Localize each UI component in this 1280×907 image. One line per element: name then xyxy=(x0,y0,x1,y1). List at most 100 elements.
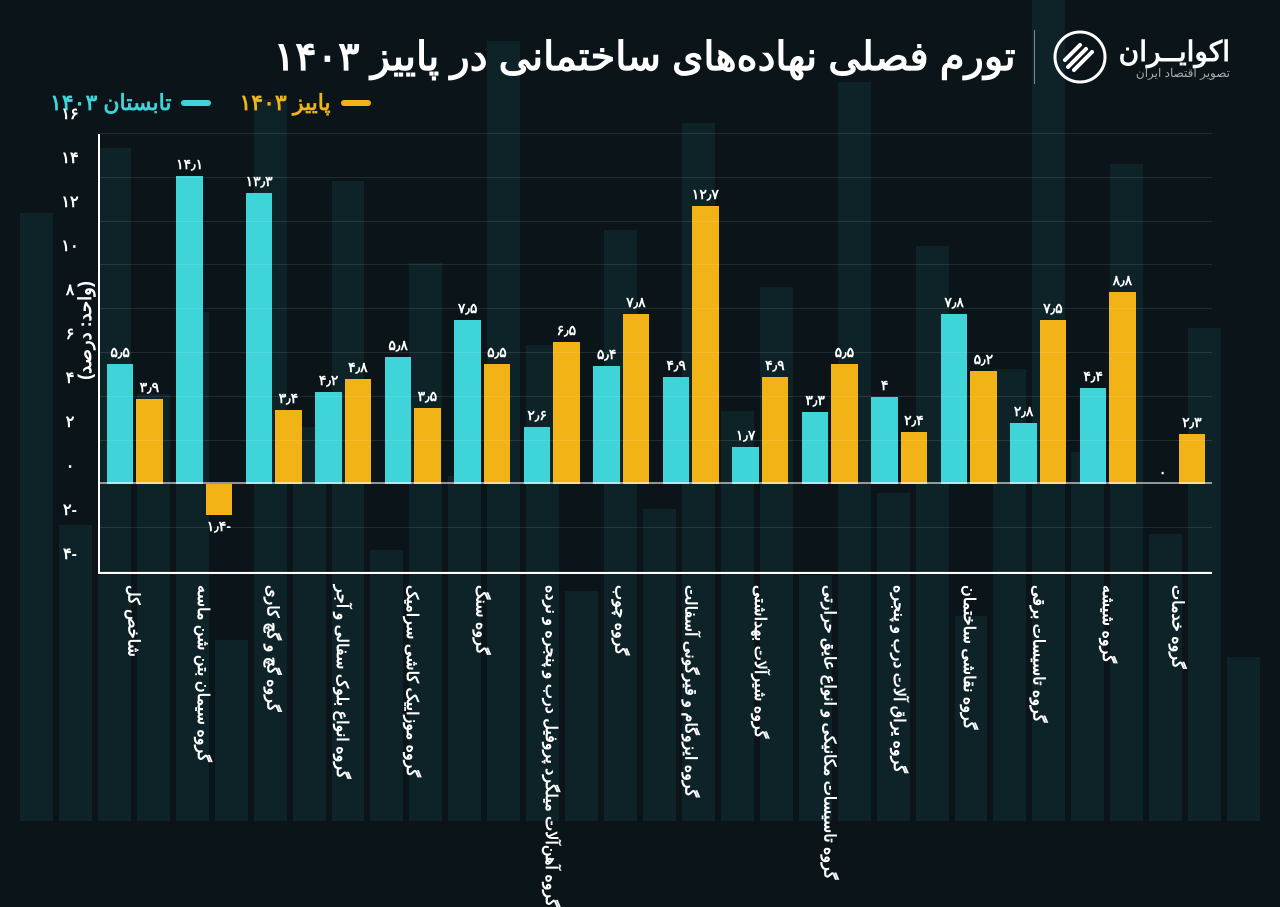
bar: ۱٫۴- xyxy=(206,484,232,515)
bar: ۴ xyxy=(871,397,897,485)
x-label: گروه شیرآلات بهداشتی xyxy=(750,585,769,738)
brand-mark-icon xyxy=(1053,30,1107,84)
bar-group: ۳٫۳۵٫۵ xyxy=(795,134,865,572)
bar-value-label: ۴٫۲ xyxy=(319,372,339,389)
bar: ۱٫۷ xyxy=(732,447,758,484)
x-axis-labels: شاخص کلگروه سیمان بتن شن ماسهگروه گچ و گ… xyxy=(98,579,1212,754)
bar: ۴٫۹ xyxy=(762,377,788,484)
bar-group: ۴٫۴۸٫۸ xyxy=(1073,134,1143,572)
y-tick: ۴- xyxy=(50,544,90,564)
page-title: تورم فصلی نهاده‌های ساختمانی در پاییز ۱۴… xyxy=(50,34,1016,80)
y-tick: ۲- xyxy=(50,500,90,520)
bar: ۳٫۹ xyxy=(136,399,162,484)
y-tick: ۱۴ xyxy=(50,148,90,168)
x-label: گروه چوب xyxy=(611,585,630,655)
y-tick: ۱۶ xyxy=(50,104,90,124)
bar: ۳٫۴ xyxy=(275,410,301,484)
x-label: گروه سیمان بتن شن ماسه xyxy=(193,585,212,762)
bar: ۳٫۳ xyxy=(802,412,828,484)
y-tick: ۰ xyxy=(50,456,90,476)
legend: پاییز ۱۴۰۳ تابستان ۱۴۰۳ xyxy=(50,90,1230,116)
bar-value-label: ۲٫۸ xyxy=(1014,403,1034,420)
bar-value-label: ۲٫۶ xyxy=(527,407,547,424)
bar: ۲٫۸ xyxy=(1010,423,1036,484)
legend-label-a: پاییز ۱۴۰۳ xyxy=(239,90,330,116)
x-label: گروه ایزوگام و قیرگونی آسفالت xyxy=(680,585,699,797)
bar-value-label: ۴٫۴ xyxy=(1083,368,1103,385)
bar-value-label: ۴ xyxy=(881,377,889,394)
bar-group: ۵٫۴۷٫۸ xyxy=(587,134,657,572)
bar: ۵٫۵ xyxy=(831,364,857,484)
bar-value-label: ۴٫۹ xyxy=(666,357,686,374)
legend-item-a: پاییز ۱۴۰۳ xyxy=(239,90,370,116)
header: اکوایــران تصویر اقتصاد ایران تورم فصلی … xyxy=(50,30,1230,84)
bar-value-label: ۱۲٫۷ xyxy=(692,186,719,203)
bar-value-label: ۵٫۲ xyxy=(974,351,994,368)
bar: ۷٫۸ xyxy=(941,314,967,485)
x-label: گروه تاسیسات برقی xyxy=(1028,585,1047,722)
bar-group: ۴٫۲ ۴٫۸ xyxy=(309,134,379,572)
bar: ۵٫۵ xyxy=(107,364,133,484)
bar: ۵٫۵ xyxy=(484,364,510,484)
bar-value-label: ۱٫۷ xyxy=(736,427,756,444)
bar-value-label: ۳٫۳ xyxy=(805,392,825,409)
bar: ۶٫۵ xyxy=(553,342,579,484)
bar-group: ۵٫۸۳٫۵ xyxy=(378,134,448,572)
bar: ۲٫۶ xyxy=(524,427,550,484)
bar-group: ۷٫۵۵٫۵ xyxy=(448,134,518,572)
x-label: گروه یراق آلات درب و پنجره xyxy=(889,585,908,773)
y-tick: ۲ xyxy=(50,412,90,432)
x-label: گروه خدمات xyxy=(1168,585,1187,669)
plot-area: ۵٫۵۳٫۹۱۴٫۱۱٫۴-۱۳٫۳۳٫۴۴٫۲۴٫۸۵٫۸۳٫۵۷٫۵۵٫۵۲… xyxy=(98,134,1212,574)
bar-group: ۱٫۷۴٫۹ xyxy=(726,134,796,572)
legend-swatch-a xyxy=(341,100,371,106)
y-tick: ۱۰ xyxy=(50,236,90,256)
bar-group: ۱۳٫۳۳٫۴ xyxy=(239,134,309,572)
x-label: گروه آهن‌آلات میلگرد پروفیل درب و پنجره … xyxy=(541,585,560,907)
y-axis: ۴-۲-۰۲۴۶۸۱۰۱۲۱۴۱۶ xyxy=(50,134,90,574)
y-tick: ۴ xyxy=(50,368,90,388)
bar: ۲٫۳ xyxy=(1179,434,1205,484)
bar: ۱۳٫۳ xyxy=(246,193,272,484)
bar-value-label: ۳٫۹ xyxy=(140,379,160,396)
bar-group: ۲٫۸۷٫۵ xyxy=(1004,134,1074,572)
bar: ۴٫۴ xyxy=(1080,388,1106,484)
bar-group: ۱۴٫۱۱٫۴- xyxy=(170,134,240,572)
bar: ۷٫۵ xyxy=(1040,320,1066,484)
bar-value-label: ۲٫۴ xyxy=(904,412,924,429)
bar: ۵٫۲ xyxy=(970,371,996,485)
bar: ۷٫۸ xyxy=(623,314,649,485)
y-tick: ۶ xyxy=(50,324,90,344)
x-label: گروه موزاییک کاشی سرامیک xyxy=(402,585,421,777)
legend-swatch-b xyxy=(181,100,211,106)
bar: ۴٫۹ xyxy=(663,377,689,484)
bar-value-label: ۴٫۹ xyxy=(765,357,785,374)
bar-group: ۰ ۲٫۳ xyxy=(1143,134,1213,572)
x-label: گروه گچ و گچ کاری xyxy=(263,585,282,712)
bar-value-label: ۲٫۳ xyxy=(1182,414,1202,431)
bar: ۱۲٫۷ xyxy=(692,206,718,484)
bar: ۵٫۴ xyxy=(593,366,619,484)
bar-value-label: ۸٫۸ xyxy=(1113,272,1133,289)
bar-value-label: ۳٫۴ xyxy=(279,390,299,407)
x-label: گروه انواع بلوک سفالی و آجر xyxy=(332,585,351,779)
bar-value-label: ۴٫۸ xyxy=(348,359,368,376)
brand-name: اکوایــران xyxy=(1119,35,1230,68)
x-label: گروه تاسیسات مکانیکی و انواع عایق حرارتی xyxy=(820,585,839,880)
bar: ۳٫۵ xyxy=(414,408,440,485)
bar: ۸٫۸ xyxy=(1109,292,1135,485)
bar-group: ۴ ۲٫۴ xyxy=(865,134,935,572)
brand-sub: تصویر اقتصاد ایران xyxy=(1119,66,1230,80)
bar: ۵٫۸ xyxy=(385,357,411,484)
bar-value-label: ۰ xyxy=(1159,464,1167,481)
bar: ۱۴٫۱ xyxy=(176,176,202,485)
x-label: گروه نقاشی ساختمان xyxy=(959,585,978,729)
bar-group: ۷٫۸۵٫۲ xyxy=(934,134,1004,572)
y-tick: ۸ xyxy=(50,280,90,300)
x-label: گروه شیشه xyxy=(1098,585,1117,663)
bar-group: ۵٫۵۳٫۹ xyxy=(100,134,170,572)
x-label: گروه سنگ xyxy=(471,585,490,655)
bar-group: ۲٫۶۶٫۵ xyxy=(517,134,587,572)
x-label: شاخص کل xyxy=(123,585,142,657)
bar-value-label: ۱۳٫۳ xyxy=(246,173,273,190)
